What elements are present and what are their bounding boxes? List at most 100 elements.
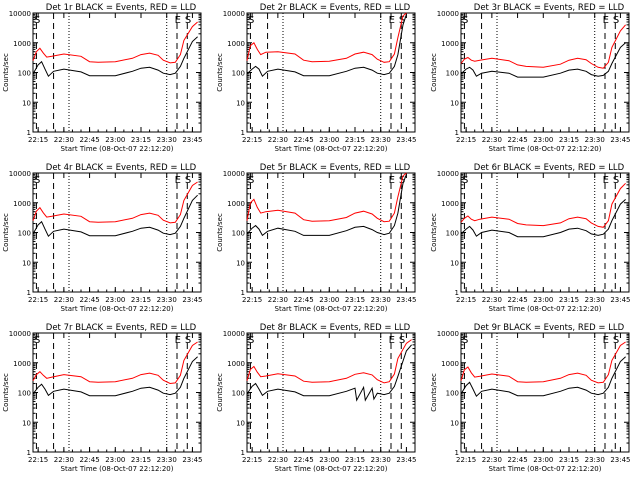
x-tick-label: 23:30 (585, 136, 605, 144)
y-tick-label: 1000 (227, 360, 245, 368)
x-tick-label: 23:00 (319, 296, 339, 304)
y-axis-label: Counts/sec (2, 213, 10, 252)
x-tick-label: 23:00 (105, 136, 125, 144)
series-events-line (246, 174, 407, 237)
x-axis-label: Start Time (08-Oct-07 22:12:20) (61, 465, 174, 473)
flag-letter: S (34, 175, 40, 186)
flag-letter: E (175, 175, 181, 186)
x-tick-label: 23:45 (396, 296, 416, 304)
panel-3: Det 3r BLACK = Events, RED = LLD 1 10 100 10… (430, 3, 631, 153)
x-tick-label: 23:15 (559, 136, 579, 144)
y-tick-label: 100 (446, 230, 459, 238)
y-tick-label: 1000 (13, 40, 31, 48)
flag-letter: S (613, 15, 619, 26)
x-tick-label: 22:30 (268, 136, 288, 144)
series-events-line (246, 14, 407, 78)
y-tick-label: 1 (455, 289, 459, 297)
plot-frame (460, 172, 630, 293)
y-axis-label: Counts/sec (216, 373, 224, 412)
y-axis-label: Counts/sec (216, 213, 224, 252)
flag-letter: S (462, 175, 468, 186)
y-tick-label: 10000 (437, 170, 459, 178)
flag-letter: E (389, 335, 395, 346)
y-tick-label: 1000 (441, 200, 459, 208)
x-tick-label: 23:15 (559, 456, 579, 464)
flag-letter: E (175, 15, 181, 26)
x-axis-label: Start Time (08-Oct-07 22:12:20) (275, 465, 388, 473)
y-tick-label: 100 (18, 390, 31, 398)
panel-2: Det 2r BLACK = Events, RED = LLD 1 10 100 10… (216, 3, 417, 153)
panel-title: Det 1r BLACK = Events, RED = LLD (46, 3, 197, 13)
x-tick-label: 23:30 (157, 296, 177, 304)
series-lld-line (460, 182, 626, 228)
series-events-line (460, 199, 626, 238)
y-tick-label: 10 (236, 259, 245, 267)
y-tick-label: 1000 (227, 200, 245, 208)
flag-letter: S (34, 335, 40, 346)
x-tick-label: 23:45 (396, 136, 416, 144)
x-tick-label: 22:30 (54, 296, 74, 304)
series-lld-line (32, 341, 198, 385)
y-tick-label: 1000 (13, 200, 31, 208)
y-tick-label: 10 (450, 259, 459, 267)
x-tick-label: 23:30 (371, 136, 391, 144)
y-tick-label: 10 (450, 99, 459, 107)
x-tick-label: 22:15 (242, 296, 262, 304)
flag-letter: S (399, 335, 405, 346)
y-tick-label: 1 (27, 449, 31, 457)
x-tick-label: 23:00 (533, 456, 553, 464)
flag-letter: S (248, 335, 254, 346)
flag-letter: E (603, 175, 609, 186)
x-tick-label: 23:45 (182, 136, 202, 144)
y-tick-label: 10 (22, 419, 31, 427)
x-tick-label: 23:15 (559, 296, 579, 304)
series-lld-line (460, 24, 626, 69)
panel-title: Det 5r BLACK = Events, RED = LLD (260, 163, 411, 173)
y-axis-label: Counts/sec (430, 373, 438, 412)
panel-title: Det 6r BLACK = Events, RED = LLD (474, 163, 625, 173)
y-tick-label: 1 (455, 129, 459, 137)
y-tick-label: 1000 (13, 360, 31, 368)
x-tick-label: 22:45 (293, 296, 313, 304)
x-tick-label: 22:45 (293, 456, 313, 464)
x-tick-label: 22:15 (28, 296, 48, 304)
y-tick-label: 1000 (441, 360, 459, 368)
series-events-line (246, 344, 412, 402)
series-events-line (460, 356, 626, 398)
panel-title: Det 3r BLACK = Events, RED = LLD (474, 3, 625, 13)
x-axis-label: Start Time (08-Oct-07 22:12:20) (61, 145, 174, 153)
x-tick-label: 23:15 (131, 136, 151, 144)
x-tick-label: 23:45 (610, 456, 630, 464)
flag-letter: S (248, 175, 254, 186)
series-events-line (32, 356, 198, 397)
flag-letter: S (613, 175, 619, 186)
x-tick-label: 23:45 (610, 296, 630, 304)
x-tick-label: 23:00 (533, 296, 553, 304)
series-lld-line (246, 12, 407, 63)
x-tick-label: 22:15 (456, 136, 476, 144)
y-tick-label: 1 (241, 129, 245, 137)
panel-4: Det 4r BLACK = Events, RED = LLD 1 10 100 10… (2, 163, 203, 313)
x-tick-label: 23:45 (182, 456, 202, 464)
panel-8: Det 8r BLACK = Events, RED = LLD 1 10 100 10… (216, 323, 417, 473)
y-axis-label: Counts/sec (216, 53, 224, 92)
x-tick-label: 23:45 (610, 136, 630, 144)
x-tick-label: 22:30 (482, 136, 502, 144)
y-tick-label: 10000 (9, 10, 31, 18)
series-lld-line (246, 339, 412, 384)
y-tick-label: 10 (22, 99, 31, 107)
x-tick-label: 22:45 (293, 136, 313, 144)
series-lld-line (460, 341, 626, 384)
x-tick-label: 22:15 (242, 456, 262, 464)
series-events-line (32, 36, 198, 78)
x-tick-label: 23:00 (105, 296, 125, 304)
y-tick-label: 1 (241, 289, 245, 297)
flag-letter: S (462, 335, 468, 346)
x-tick-label: 22:45 (507, 296, 527, 304)
x-tick-label: 22:30 (268, 456, 288, 464)
panel-title: Det 4r BLACK = Events, RED = LLD (46, 163, 197, 173)
y-tick-label: 100 (232, 390, 245, 398)
flag-letter: S (185, 335, 191, 346)
x-tick-label: 22:15 (28, 456, 48, 464)
